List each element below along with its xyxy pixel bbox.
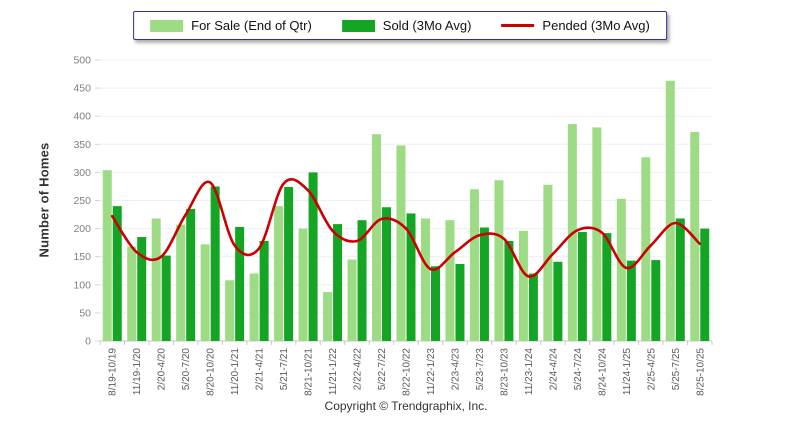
bar-for-sale bbox=[665, 80, 675, 341]
bar-for-sale bbox=[323, 292, 333, 341]
bar-sold bbox=[406, 213, 416, 341]
bar-for-sale bbox=[274, 206, 284, 341]
bar-sold bbox=[553, 261, 563, 341]
bar-sold bbox=[382, 207, 392, 341]
bar-for-sale bbox=[592, 127, 602, 341]
x-axis-label: 5/21-7/21 bbox=[279, 348, 290, 391]
y-tick-label: 300 bbox=[73, 167, 91, 179]
bar-sold bbox=[210, 186, 220, 341]
y-tick-label: 200 bbox=[73, 223, 91, 235]
x-axis-label: 2/20-4/20 bbox=[157, 348, 168, 391]
bar-for-sale bbox=[372, 134, 382, 341]
x-axis-label: 5/23-7/23 bbox=[475, 348, 486, 391]
x-axis-label: 11/20-1/21 bbox=[230, 348, 241, 396]
legend: For Sale (End of Qtr) Sold (3Mo Avg) Pen… bbox=[133, 11, 667, 40]
x-axis-label: 2/23-4/23 bbox=[450, 348, 461, 391]
bar-sold bbox=[308, 172, 318, 341]
x-axis-label: 5/20-7/20 bbox=[181, 348, 192, 391]
bar-sold bbox=[112, 206, 122, 341]
bar-sold bbox=[577, 231, 587, 341]
bar-sold bbox=[626, 260, 636, 341]
bar-for-sale bbox=[249, 273, 259, 341]
x-axis-label: 2/25-4/25 bbox=[646, 348, 657, 391]
x-axis-label: 8/21-10/21 bbox=[304, 348, 315, 396]
x-axis-label: 8/22-10/22 bbox=[402, 348, 413, 396]
y-tick-label: 100 bbox=[73, 279, 91, 291]
x-axis-label: 8/24-10/24 bbox=[597, 348, 608, 396]
bar-for-sale bbox=[176, 224, 186, 341]
bar-for-sale bbox=[225, 280, 235, 341]
bar-sold bbox=[528, 273, 538, 341]
bar-sold bbox=[651, 260, 661, 341]
bar-sold bbox=[602, 233, 612, 341]
bar-for-sale bbox=[420, 218, 430, 341]
bar-for-sale bbox=[616, 198, 626, 341]
bar-for-sale bbox=[469, 189, 479, 341]
sold-swatch-icon bbox=[341, 19, 375, 32]
bar-sold bbox=[700, 228, 710, 341]
legend-item-sold: Sold (3Mo Avg) bbox=[341, 18, 472, 33]
x-axis-label: 2/22-4/22 bbox=[353, 348, 364, 391]
x-axis-label: 5/22-7/22 bbox=[377, 348, 388, 391]
bar-sold bbox=[430, 266, 440, 341]
y-tick-label: 350 bbox=[73, 139, 91, 151]
bar-for-sale bbox=[396, 145, 406, 341]
x-axis-label: 11/24-1/25 bbox=[622, 348, 633, 396]
x-axis-label: 8/20-10/20 bbox=[206, 348, 217, 396]
x-axis-label: 8/23-10/23 bbox=[499, 348, 510, 396]
x-axis-label: 11/19-1/20 bbox=[132, 348, 143, 396]
x-axis-label: 5/24-7/24 bbox=[573, 348, 584, 391]
bar-for-sale bbox=[200, 244, 210, 341]
bar-for-sale bbox=[127, 246, 137, 341]
bar-sold bbox=[675, 218, 685, 341]
copyright-text: Copyright © Trendgraphix, Inc. bbox=[324, 399, 488, 413]
bar-for-sale bbox=[151, 218, 161, 341]
legend-item-for-sale: For Sale (End of Qtr) bbox=[150, 18, 312, 33]
x-axis-label: 2/21-4/21 bbox=[255, 348, 266, 391]
bar-for-sale bbox=[494, 180, 504, 341]
bar-sold bbox=[284, 187, 294, 341]
bar-sold bbox=[455, 264, 465, 341]
x-axis-label: 11/22-1/23 bbox=[426, 348, 437, 396]
legend-label-for-sale: For Sale (End of Qtr) bbox=[191, 18, 312, 33]
pended-line-swatch-icon bbox=[501, 24, 535, 27]
bar-for-sale bbox=[298, 228, 308, 341]
bar-for-sale bbox=[518, 230, 528, 341]
bar-sold bbox=[504, 240, 514, 341]
bar-sold bbox=[357, 220, 367, 341]
x-axis-label: 8/25-10/25 bbox=[695, 348, 706, 396]
y-tick-label: 50 bbox=[79, 307, 91, 319]
bar-for-sale bbox=[543, 184, 553, 341]
bar-sold bbox=[259, 240, 269, 341]
legend-item-pended: Pended (3Mo Avg) bbox=[501, 18, 650, 33]
y-tick-label: 0 bbox=[85, 336, 91, 348]
bar-sold bbox=[479, 227, 489, 341]
bar-sold bbox=[186, 208, 196, 341]
x-axis-label: 2/24-4/24 bbox=[548, 348, 559, 391]
x-axis-label: 11/23-1/24 bbox=[524, 348, 535, 396]
bar-sold bbox=[235, 226, 245, 341]
y-tick-label: 250 bbox=[73, 195, 91, 207]
x-axis-label: 5/25-7/25 bbox=[671, 348, 682, 391]
y-tick-label: 500 bbox=[73, 55, 91, 67]
bar-sold bbox=[333, 224, 343, 341]
bar-for-sale bbox=[102, 170, 112, 341]
bar-for-sale bbox=[347, 259, 357, 341]
for-sale-swatch-icon bbox=[150, 19, 184, 32]
y-tick-label: 150 bbox=[73, 251, 91, 263]
pended-line bbox=[110, 178, 702, 278]
bar-sold bbox=[137, 237, 147, 341]
y-tick-label: 450 bbox=[73, 83, 91, 95]
x-axis-label: 8/19-10/19 bbox=[108, 348, 119, 396]
x-axis-label: 11/21-1/22 bbox=[328, 348, 339, 396]
y-tick-label: 400 bbox=[73, 111, 91, 123]
bar-for-sale bbox=[445, 220, 455, 341]
legend-label-pended: Pended (3Mo Avg) bbox=[542, 18, 650, 33]
legend-label-sold: Sold (3Mo Avg) bbox=[382, 18, 472, 33]
bar-sold bbox=[161, 255, 171, 341]
